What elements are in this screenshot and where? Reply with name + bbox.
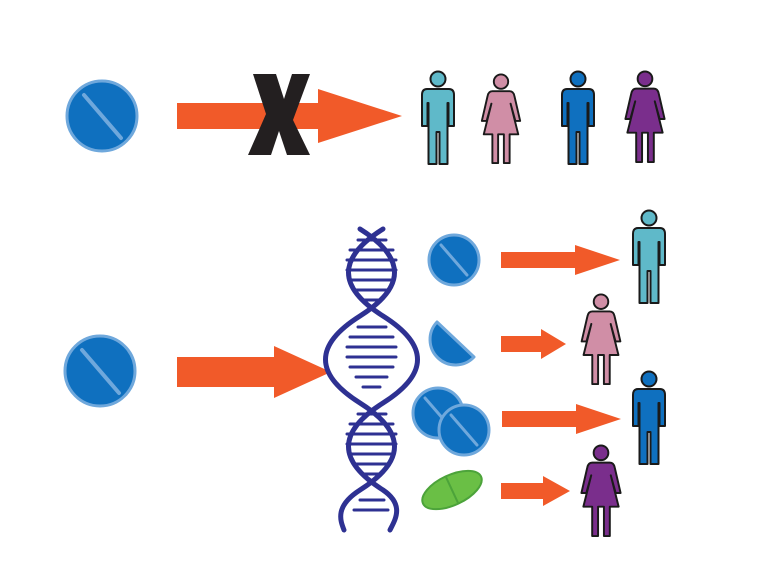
person-woman-pink-icon <box>580 293 622 386</box>
dose-full-pill-icon <box>427 233 481 287</box>
dose-arrow-3 <box>502 404 621 434</box>
person-woman-purple-icon <box>580 444 622 538</box>
bottom-arrow <box>177 346 331 398</box>
top-people-group <box>421 70 666 165</box>
dose-alternative-green-pill-icon <box>421 469 483 511</box>
dna-helix-icon <box>323 226 420 533</box>
person-man-light-blue-icon <box>632 209 666 304</box>
dose-arrow-2 <box>501 329 566 359</box>
person-woman-pink-icon <box>480 73 522 165</box>
bottom-pill-icon <box>63 334 137 408</box>
dose-double-pill-icon <box>411 386 491 457</box>
dose-partial-pill-icon <box>428 320 476 367</box>
dose-arrows <box>501 245 621 506</box>
dose-arrow-1 <box>501 245 620 275</box>
person-woman-purple-icon <box>624 70 666 164</box>
top-pill-icon <box>65 79 139 153</box>
person-man-blue-icon <box>632 370 666 465</box>
blocked-x-icon <box>248 74 310 155</box>
person-man-light-blue-icon <box>421 70 455 165</box>
person-man-blue-icon <box>561 70 595 165</box>
dose-arrow-4 <box>501 476 570 506</box>
